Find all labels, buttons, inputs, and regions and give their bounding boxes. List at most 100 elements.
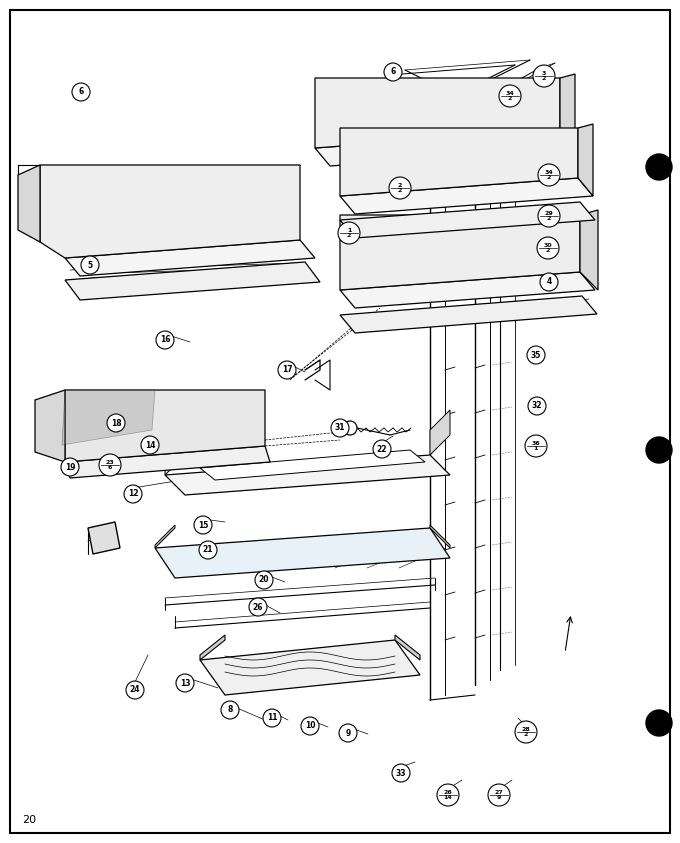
Polygon shape xyxy=(62,390,155,445)
Text: 24: 24 xyxy=(130,685,140,695)
Polygon shape xyxy=(155,525,175,548)
Polygon shape xyxy=(88,522,120,554)
Text: 31: 31 xyxy=(335,423,345,432)
Polygon shape xyxy=(200,640,420,695)
Circle shape xyxy=(437,784,459,806)
Polygon shape xyxy=(65,446,270,478)
Circle shape xyxy=(646,437,672,463)
Polygon shape xyxy=(200,450,425,480)
Circle shape xyxy=(107,414,125,432)
Text: 19: 19 xyxy=(65,463,75,471)
Text: 23: 23 xyxy=(105,460,114,465)
Text: 2: 2 xyxy=(508,96,512,101)
Circle shape xyxy=(646,154,672,180)
Text: 27: 27 xyxy=(494,790,503,795)
Text: 20: 20 xyxy=(259,576,269,584)
Polygon shape xyxy=(580,210,598,290)
Text: 9: 9 xyxy=(497,795,501,800)
Circle shape xyxy=(392,764,410,782)
Polygon shape xyxy=(155,528,450,578)
Text: 11: 11 xyxy=(267,713,277,722)
Circle shape xyxy=(61,458,79,476)
Text: 16: 16 xyxy=(160,336,170,345)
Text: 30: 30 xyxy=(544,243,552,248)
Circle shape xyxy=(343,421,357,435)
Text: 8: 8 xyxy=(227,706,233,715)
Circle shape xyxy=(194,516,212,534)
Circle shape xyxy=(263,709,281,727)
Text: 2: 2 xyxy=(398,183,402,188)
Text: 1: 1 xyxy=(347,228,351,233)
Text: 32: 32 xyxy=(532,401,542,411)
Circle shape xyxy=(646,710,672,736)
Circle shape xyxy=(537,237,559,259)
Polygon shape xyxy=(165,430,185,475)
Circle shape xyxy=(525,435,547,457)
Text: 2: 2 xyxy=(542,76,546,81)
Text: 9: 9 xyxy=(345,728,351,738)
Polygon shape xyxy=(340,296,597,333)
Circle shape xyxy=(533,65,555,87)
Text: 12: 12 xyxy=(128,490,138,498)
Circle shape xyxy=(176,674,194,692)
Text: 6: 6 xyxy=(390,67,396,77)
Polygon shape xyxy=(40,165,300,258)
Circle shape xyxy=(339,724,357,742)
Polygon shape xyxy=(65,240,315,276)
Circle shape xyxy=(255,571,273,589)
Circle shape xyxy=(126,681,144,699)
Text: 3: 3 xyxy=(542,71,546,76)
Text: 2: 2 xyxy=(547,216,551,221)
Polygon shape xyxy=(340,272,595,308)
Polygon shape xyxy=(578,124,593,196)
Text: 34: 34 xyxy=(506,91,514,96)
Text: 2: 2 xyxy=(347,233,351,238)
Circle shape xyxy=(72,83,90,101)
Circle shape xyxy=(499,85,521,107)
Polygon shape xyxy=(65,390,265,462)
Polygon shape xyxy=(430,410,450,455)
Text: 33: 33 xyxy=(396,769,406,777)
Text: 2: 2 xyxy=(546,248,550,253)
Text: 10: 10 xyxy=(305,722,316,731)
Text: 22: 22 xyxy=(377,444,387,454)
Circle shape xyxy=(221,701,239,719)
Circle shape xyxy=(81,256,99,274)
Text: 36: 36 xyxy=(532,441,541,446)
Polygon shape xyxy=(560,74,575,148)
Text: 14: 14 xyxy=(145,441,155,449)
Text: 6: 6 xyxy=(78,88,84,96)
Text: 28: 28 xyxy=(522,727,530,732)
Text: 4: 4 xyxy=(546,277,551,287)
Circle shape xyxy=(124,485,142,503)
Text: 15: 15 xyxy=(198,520,208,529)
Polygon shape xyxy=(18,165,40,242)
Circle shape xyxy=(389,177,411,199)
Text: 34: 34 xyxy=(545,170,554,175)
Text: 29: 29 xyxy=(545,211,554,216)
Text: 20: 20 xyxy=(22,815,36,825)
Circle shape xyxy=(488,784,510,806)
Circle shape xyxy=(384,63,402,81)
Polygon shape xyxy=(395,635,420,660)
Text: 2: 2 xyxy=(524,732,528,737)
Polygon shape xyxy=(430,525,450,548)
Polygon shape xyxy=(35,390,65,462)
Text: 5: 5 xyxy=(88,260,92,270)
Circle shape xyxy=(538,164,560,186)
Polygon shape xyxy=(200,635,225,660)
Circle shape xyxy=(301,717,319,735)
Circle shape xyxy=(99,454,121,476)
Text: 13: 13 xyxy=(180,679,190,688)
Circle shape xyxy=(249,598,267,616)
Circle shape xyxy=(373,440,391,458)
Polygon shape xyxy=(340,215,580,290)
Text: 1: 1 xyxy=(534,446,538,451)
Text: 14: 14 xyxy=(443,795,452,800)
Polygon shape xyxy=(65,262,320,300)
Circle shape xyxy=(540,273,558,291)
Text: 2: 2 xyxy=(398,188,402,193)
Polygon shape xyxy=(315,130,575,166)
Polygon shape xyxy=(165,455,450,495)
Circle shape xyxy=(515,721,537,743)
